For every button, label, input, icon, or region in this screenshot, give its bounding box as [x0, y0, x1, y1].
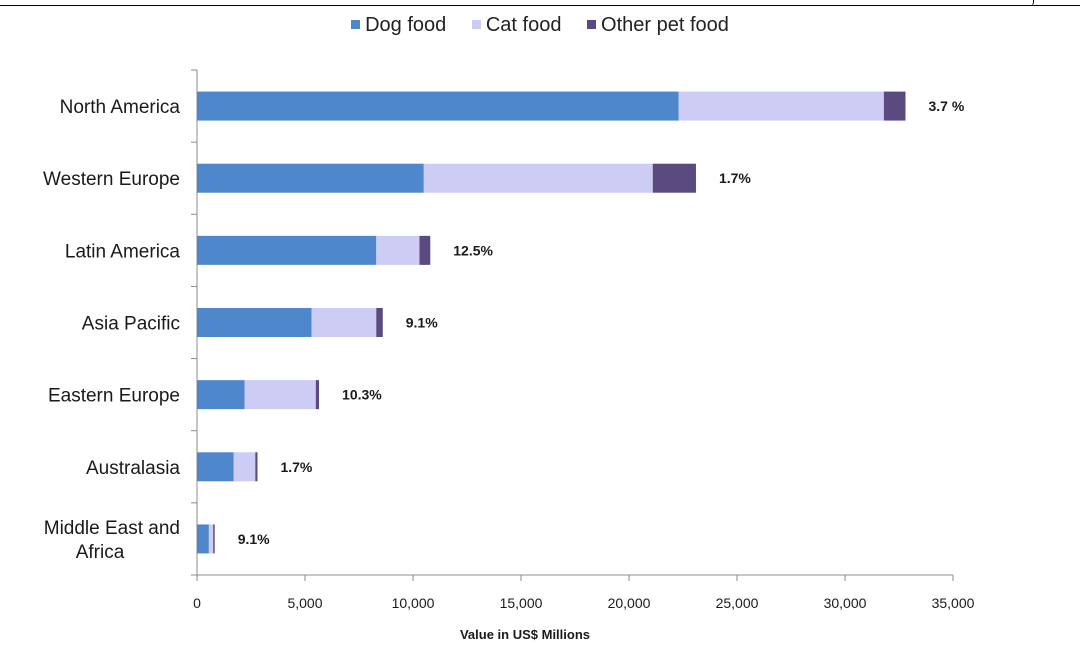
bar-dog-food-asia-pacific: [197, 308, 312, 337]
bar-dog-food-eastern-europe: [197, 380, 245, 410]
category-label-middle-east-and-africa: Middle East and Africa: [44, 518, 180, 563]
bar-other-pet-food-asia-pacific: [376, 308, 383, 337]
bar-dog-food-latin-america: [197, 235, 377, 265]
category-label-australasia: Australasia: [86, 458, 180, 479]
legend-swatch-dog-food: [351, 20, 361, 30]
x-axis-title: Value in US$ Millions: [460, 627, 590, 642]
legend-label-cat-food: Cat food: [485, 14, 562, 37]
growth-label-eastern-europe: 10.3%: [342, 387, 382, 403]
x-tick-label: 30,000: [824, 595, 867, 611]
legend-label-other-pet-food: Other pet food: [601, 14, 729, 37]
bar-cat-food-latin-america: [376, 235, 420, 265]
growth-label-north-america: 3.7 %: [928, 98, 964, 114]
bar-cat-food-eastern-europe: [244, 380, 316, 410]
category-label-western-europe: Western Europe: [43, 169, 180, 190]
growth-label-western-europe: 1.7%: [719, 170, 751, 186]
category-label-eastern-europe: Eastern Europe: [48, 386, 180, 407]
bar-cat-food-australasia: [233, 452, 256, 482]
x-tick-label: 25,000: [716, 595, 759, 611]
legend: Dog food Cat food Other pet food: [0, 14, 1080, 37]
bar-dog-food-north-america: [197, 91, 679, 121]
growth-label-middle-east-and-africa: 9.1%: [238, 531, 270, 547]
bar-other-pet-food-latin-america: [419, 235, 431, 265]
legend-swatch-other-pet-food: [587, 20, 597, 30]
bar-cat-food-middle-east-and-africa: [208, 524, 214, 554]
x-tick-label: 15,000: [500, 595, 543, 611]
growth-label-australasia: 1.7%: [280, 459, 312, 475]
x-tick-label: 10,000: [392, 595, 435, 611]
top-border-line: [0, 5, 1080, 6]
bar-cat-food-asia-pacific: [311, 308, 377, 337]
x-tick-label: 5,000: [287, 595, 322, 611]
corner-mark: [1029, 0, 1034, 6]
bar-other-pet-food-middle-east-and-africa: [213, 524, 215, 554]
bar-dog-food-western-europe: [197, 163, 424, 193]
x-tick-label: 35,000: [932, 595, 975, 611]
category-label-asia-pacific: Asia Pacific: [82, 314, 180, 335]
legend-item-cat-food: Cat food: [471, 14, 562, 37]
bar-dog-food-middle-east-and-africa: [197, 524, 209, 554]
growth-label-latin-america: 12.5%: [453, 242, 493, 258]
x-tick-label: 0: [193, 595, 201, 611]
growth-label-asia-pacific: 9.1%: [406, 315, 438, 331]
category-label-north-america: North America: [60, 97, 181, 118]
bar-cat-food-western-europe: [423, 163, 653, 193]
bar-dog-food-australasia: [197, 452, 234, 482]
legend-label-dog-food: Dog food: [365, 14, 447, 37]
category-label-latin-america: Latin America: [65, 241, 181, 262]
legend-swatch-cat-food: [471, 20, 481, 30]
bar-cat-food-north-america: [678, 91, 884, 121]
bar-other-pet-food-western-europe: [652, 163, 696, 193]
legend-item-dog-food: Dog food: [351, 14, 446, 37]
x-tick-label: 20,000: [608, 595, 651, 611]
legend-item-other-pet-food: Other pet food: [587, 14, 729, 37]
bar-other-pet-food-north-america: [883, 91, 906, 121]
bar-other-pet-food-australasia: [255, 452, 258, 482]
bar-other-pet-food-eastern-europe: [315, 380, 320, 410]
